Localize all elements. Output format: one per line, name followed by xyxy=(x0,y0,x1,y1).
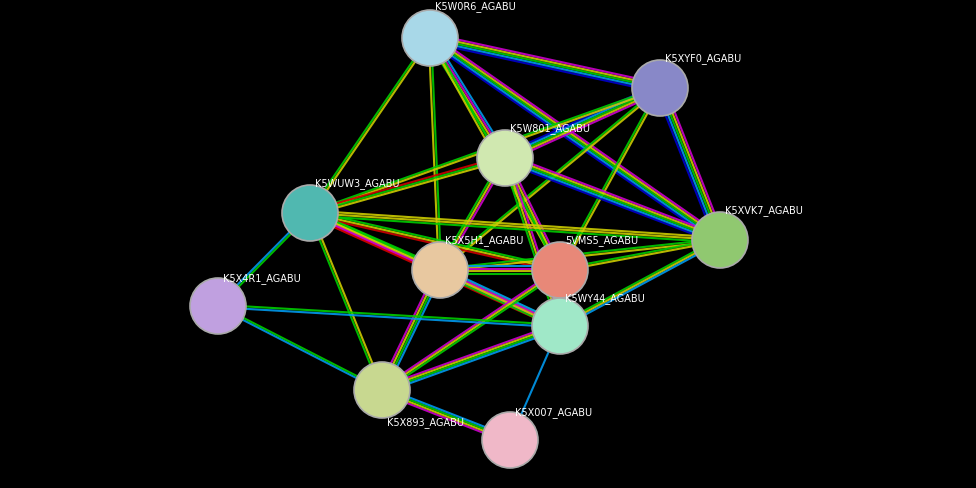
Text: K5WY44_AGABU: K5WY44_AGABU xyxy=(565,293,645,304)
Ellipse shape xyxy=(412,243,468,298)
Ellipse shape xyxy=(532,298,588,354)
Ellipse shape xyxy=(477,131,533,186)
Text: K5XVK7_AGABU: K5XVK7_AGABU xyxy=(725,205,803,216)
Text: K5W801_AGABU: K5W801_AGABU xyxy=(510,123,590,134)
Text: K5XYF0_AGABU: K5XYF0_AGABU xyxy=(665,54,741,64)
Ellipse shape xyxy=(190,279,246,334)
Text: K5X893_AGABU: K5X893_AGABU xyxy=(387,417,464,427)
Text: K5X007_AGABU: K5X007_AGABU xyxy=(515,407,592,418)
Text: K5X4R1_AGABU: K5X4R1_AGABU xyxy=(223,273,301,284)
Ellipse shape xyxy=(632,61,688,117)
Text: K5X5H1_AGABU: K5X5H1_AGABU xyxy=(445,235,523,246)
Ellipse shape xyxy=(482,412,538,468)
Ellipse shape xyxy=(282,185,338,242)
Text: 5VMS5_AGABU: 5VMS5_AGABU xyxy=(565,235,638,246)
Text: K5W0R6_AGABU: K5W0R6_AGABU xyxy=(435,1,515,12)
Ellipse shape xyxy=(402,11,458,67)
Ellipse shape xyxy=(354,362,410,418)
Text: K5WUW3_AGABU: K5WUW3_AGABU xyxy=(315,178,399,189)
Ellipse shape xyxy=(692,213,748,268)
Ellipse shape xyxy=(532,243,588,298)
